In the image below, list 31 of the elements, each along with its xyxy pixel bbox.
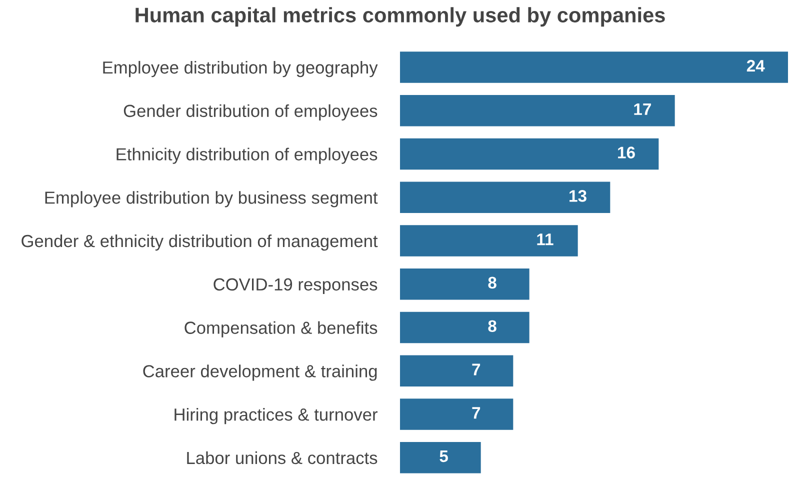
data-label: 5: [440, 450, 448, 462]
data-label: 16: [618, 146, 635, 158]
y-tick-label: Compensation & benefits: [184, 321, 378, 338]
y-tick-label: Gender & ethnicity distribution of management: [22, 234, 378, 251]
data-label: 7: [472, 364, 480, 376]
chart-title: Human capital metrics commonly used by companies: [136, 7, 665, 27]
bar: [400, 225, 578, 256]
y-tick-label: Employee distribution by geography: [103, 60, 378, 78]
bar: [400, 138, 659, 170]
bar: [400, 398, 514, 430]
data-label: 11: [537, 234, 554, 246]
bar: [400, 268, 530, 300]
bar: [400, 442, 481, 474]
bar: [400, 52, 788, 83]
y-tick-label: Ethnicity distribution of employees: [116, 148, 378, 164]
bar: [400, 182, 610, 213]
bar: [400, 95, 675, 126]
y-tick-label: Hiring practices & turnover: [174, 408, 378, 424]
bar: [400, 355, 514, 387]
y-tick-label: Gender distribution of employees: [124, 104, 378, 121]
y-tick-label: COVID-19 responses: [214, 278, 378, 294]
bar: [400, 312, 530, 344]
y-tick-label: Labor unions & contracts: [187, 451, 378, 464]
data-label: 7: [472, 407, 480, 419]
data-label: 13: [570, 190, 586, 202]
y-tick-label: Career development & training: [143, 364, 377, 381]
data-label: 8: [488, 320, 496, 332]
y-tick-label: Employee distribution by business segment: [45, 191, 378, 208]
data-label: 24: [746, 60, 765, 72]
data-label: 8: [488, 276, 496, 289]
data-label: 17: [634, 103, 651, 115]
